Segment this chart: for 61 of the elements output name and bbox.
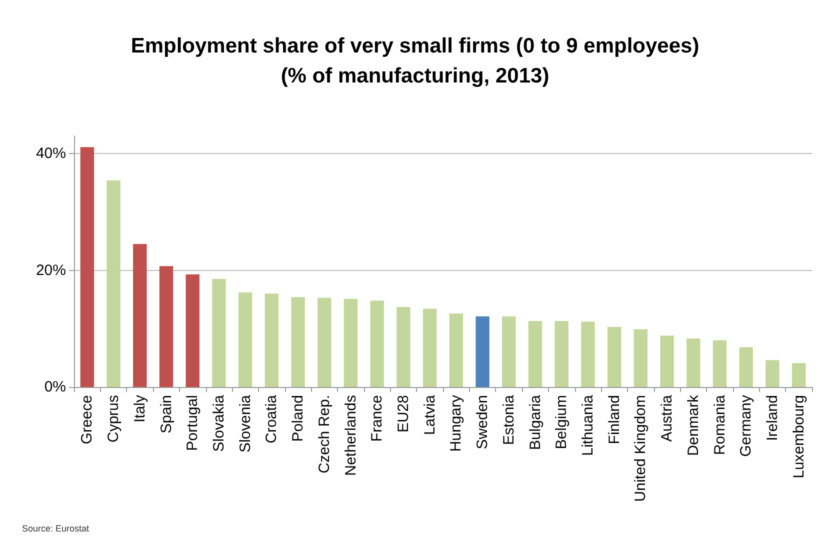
- bar: [396, 307, 410, 387]
- x-tick-label: Hungary: [448, 394, 465, 452]
- bar: [634, 329, 648, 387]
- y-tick-label: 20%: [36, 262, 66, 279]
- bar: [212, 279, 226, 387]
- bar: [106, 180, 120, 387]
- bar: [186, 274, 200, 387]
- x-tick-label: EU28: [394, 395, 412, 433]
- bar: [344, 298, 358, 387]
- x-tick-label: Romania: [711, 394, 728, 456]
- bar: [712, 340, 727, 387]
- bar: [581, 322, 595, 387]
- x-tick-label: Netherlands: [342, 395, 360, 476]
- bar: [238, 292, 252, 387]
- x-tick-label: Greece: [78, 395, 96, 444]
- x-tick-label: Finland: [606, 395, 623, 444]
- x-tick-label: Slovenia: [236, 394, 254, 453]
- x-tick-label: Spain: [158, 395, 175, 434]
- x-tick-label: Sweden: [474, 395, 492, 450]
- bar: [766, 360, 780, 387]
- x-tick-label: Croatia: [263, 394, 280, 444]
- x-tick-label: Denmark: [684, 394, 702, 456]
- x-tick-label: Italy: [131, 394, 148, 423]
- bar: [739, 347, 753, 387]
- x-tick-label: Poland: [290, 395, 307, 442]
- x-tick-label: Ireland: [764, 395, 781, 441]
- x-tick-label: Belgium: [553, 395, 570, 450]
- bar: [159, 266, 174, 387]
- x-tick-label: Austria: [658, 394, 676, 442]
- x-tick-label: Cyprus: [105, 395, 122, 443]
- x-tick-label: Bulgaria: [526, 394, 544, 450]
- y-tick-label: 40%: [36, 145, 66, 162]
- x-tick-label: Portugal: [184, 395, 202, 451]
- x-tick-label: Germany: [738, 394, 755, 457]
- bar: [264, 294, 279, 387]
- bar: [80, 147, 94, 387]
- x-tick-label: Lithuania: [579, 394, 596, 456]
- bar: [607, 326, 622, 387]
- bar: [370, 300, 384, 387]
- bar: [133, 244, 147, 387]
- x-tick-label: Czech Rep.: [316, 395, 333, 474]
- x-tick-label: Slovakia: [210, 394, 228, 452]
- bar: [686, 338, 700, 387]
- x-tick-label: United Kingdom: [632, 395, 650, 502]
- bar: [528, 321, 542, 387]
- bar: [476, 316, 490, 387]
- y-tick-label: 0%: [44, 378, 66, 396]
- x-tick-label: France: [368, 395, 386, 442]
- bar: [554, 321, 568, 387]
- bar: [502, 316, 516, 387]
- bar: [660, 336, 674, 387]
- bar: [449, 313, 464, 387]
- bar: [291, 297, 305, 387]
- bar: [422, 308, 437, 387]
- chart-title: Employment share of very small firms (0 to 9 employees) (% of manufacturing, 2013): [130, 34, 700, 88]
- x-tick-label: Latvia: [421, 394, 438, 436]
- bar: [318, 298, 332, 387]
- bar: [792, 363, 806, 387]
- source-note: Source: Eurostat: [22, 524, 90, 534]
- x-tick-label: Estonia: [500, 394, 518, 446]
- x-tick-label: Luxembourg: [790, 395, 808, 478]
